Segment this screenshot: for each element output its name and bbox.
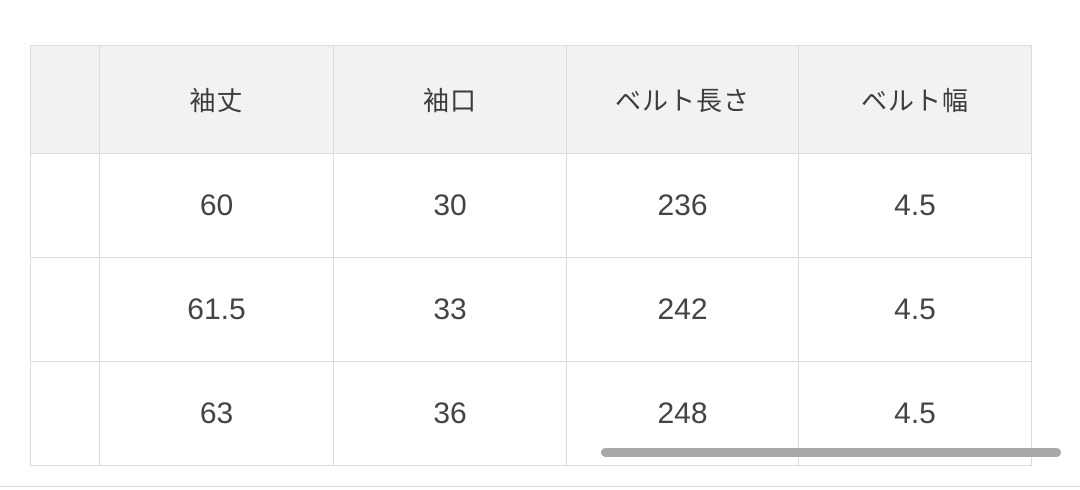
table-header: 袖丈 袖口 ベルト長さ ベルト幅: [30, 45, 1032, 154]
cell-belt-length: 236: [566, 153, 799, 258]
column-header-sode-guchi: 袖口: [333, 45, 567, 154]
table-body: 60 30 236 4.5 61.5 33 242 4.5 63 36 248: [30, 153, 1032, 466]
column-header-sode-take: 袖丈: [99, 45, 334, 154]
cell-sode-take: 63: [99, 361, 334, 466]
column-header-belt-length: ベルト長さ: [566, 45, 799, 154]
table-scroll-viewport[interactable]: 袖丈 袖口 ベルト長さ ベルト幅 60 30 236 4.5 61.5: [0, 0, 1080, 470]
size-chart-table: 袖丈 袖口 ベルト長さ ベルト幅 60 30 236 4.5 61.5: [30, 45, 1032, 466]
cell-belt-width: 4.5: [798, 257, 1032, 362]
cell-sode-take: 61.5: [99, 257, 334, 362]
table-header-row: 袖丈 袖口 ベルト長さ ベルト幅: [30, 45, 1032, 154]
column-header-belt-width: ベルト幅: [798, 45, 1032, 154]
cell-sode-take: 60: [99, 153, 334, 258]
horizontal-scrollbar-thumb[interactable]: [601, 448, 1061, 457]
cell-belt-width: 4.5: [798, 153, 1032, 258]
table-row: 60 30 236 4.5: [30, 153, 1032, 258]
cell-sode-guchi: 33: [333, 257, 567, 362]
horizontal-scrollbar-track[interactable]: [30, 443, 1061, 461]
table-row: 61.5 33 242 4.5: [30, 257, 1032, 362]
cell-sode-guchi: 36: [333, 361, 567, 466]
column-header-cut-off: [30, 45, 100, 154]
cell-cut-off: [30, 361, 100, 466]
bottom-separator: [0, 486, 1080, 487]
cell-cut-off: [30, 153, 100, 258]
cell-sode-guchi: 30: [333, 153, 567, 258]
cell-belt-length: 242: [566, 257, 799, 362]
cell-cut-off: [30, 257, 100, 362]
